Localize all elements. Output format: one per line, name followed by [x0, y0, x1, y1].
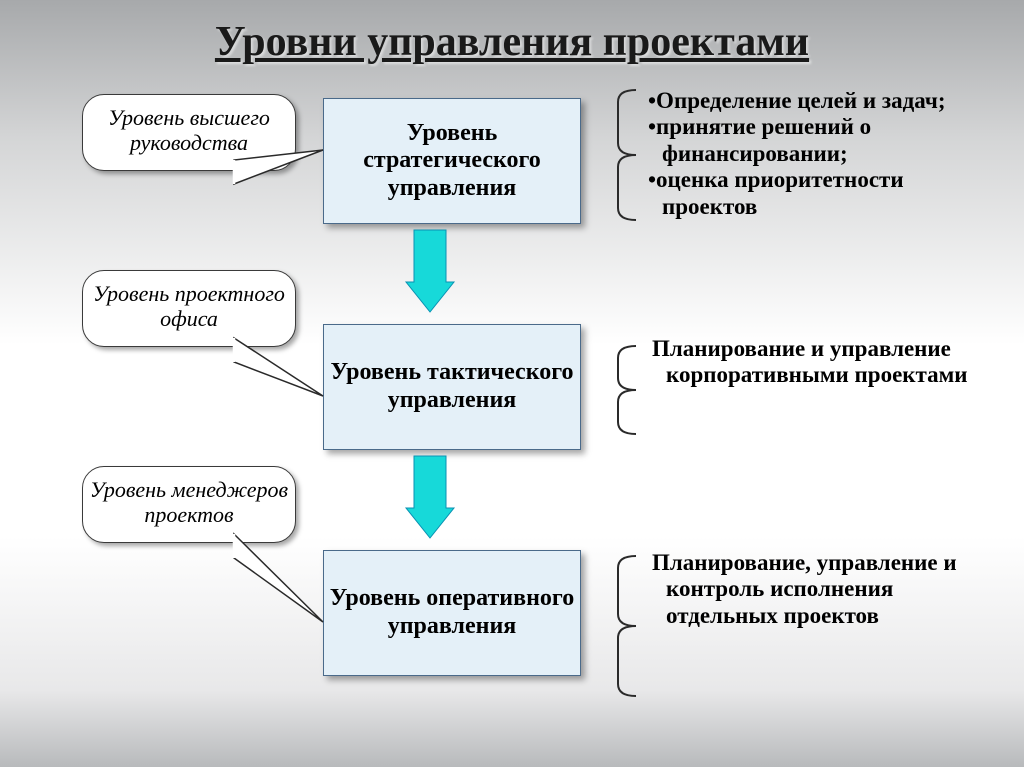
desc-line: Планирование и управление корпоративными… — [650, 336, 990, 389]
level-box-strategic: Уровень стратегического управления — [323, 98, 581, 224]
level-box-label: Уровень оперативного управления — [324, 585, 580, 640]
level-box-label: Уровень тактического управления — [324, 359, 580, 414]
callout-label: Уровень проектного офиса — [93, 281, 285, 331]
desc-line: •оценка приоритетности проектов — [646, 167, 996, 220]
level-box-label: Уровень стратегического управления — [324, 120, 580, 203]
callout-tail — [234, 338, 323, 396]
desc-tactical: Планирование и управление корпоративными… — [650, 336, 990, 389]
curly-brace — [618, 556, 636, 696]
level-box-operational: Уровень оперативного управления — [323, 550, 581, 676]
curly-brace — [618, 346, 636, 434]
desc-strategic: •Определение целей и задач;•принятие реш… — [646, 88, 996, 220]
desc-line: •Определение целей и задач; — [646, 88, 996, 114]
curly-brace — [618, 90, 636, 220]
page-title: Уровни управления проектами — [0, 18, 1024, 66]
callout-top-management: Уровень высшего руководства — [82, 94, 296, 171]
callout-tail — [234, 534, 323, 622]
callout-label: Уровень высшего руководства — [108, 105, 270, 155]
down-arrow-icon — [406, 230, 454, 312]
desc-operational: Планирование, управление и контроль испо… — [650, 550, 990, 629]
callout-label: Уровень менеджеров проектов — [90, 477, 288, 527]
desc-line: •принятие решений о финансировании; — [646, 114, 996, 167]
callout-project-office: Уровень проектного офиса — [82, 270, 296, 347]
desc-line: Планирование, управление и контроль испо… — [650, 550, 990, 629]
down-arrow-icon — [406, 456, 454, 538]
callout-project-managers: Уровень менеджеров проектов — [82, 466, 296, 543]
level-box-tactical: Уровень тактического управления — [323, 324, 581, 450]
